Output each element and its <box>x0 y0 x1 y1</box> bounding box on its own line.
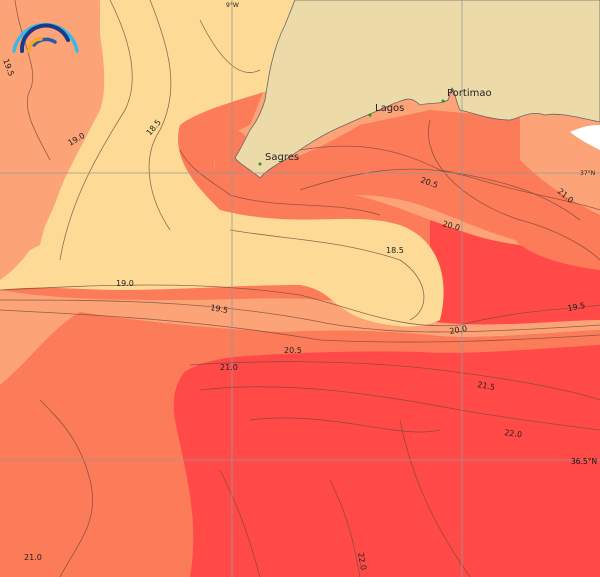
lat-label-37n: 37°N <box>580 170 595 177</box>
contour-label: 19.5 <box>567 301 586 313</box>
rainbow-arcs-logo <box>12 22 79 53</box>
place-label-lagos: Lagos <box>375 103 404 114</box>
no-data-region <box>570 125 600 150</box>
sst-orange-south-band <box>0 312 600 577</box>
sst-cool-region <box>0 0 444 327</box>
contour-label: 22.0 <box>356 552 368 571</box>
place-label-portimao: Portimao <box>447 88 492 99</box>
contour-label: 20.5 <box>284 346 302 355</box>
sst-cool-west-pocket <box>0 0 105 265</box>
lat-label-36-5n: 36.5°N <box>571 457 597 466</box>
lon-label-9w: 9°W <box>226 2 239 9</box>
sst-orange-north-band <box>215 110 600 270</box>
sst-mid-region <box>0 0 600 385</box>
contour-label: 21.5 <box>477 380 496 392</box>
contour-label: 22.0 <box>504 428 523 439</box>
place-marker-lagos <box>368 113 372 117</box>
contour-label: 20.0 <box>441 219 461 232</box>
place-marker-portimao <box>441 99 445 103</box>
contour-label: 18.5 <box>386 246 404 255</box>
contour-label: 20.0 <box>449 324 468 336</box>
contour-label: 21.0 <box>24 553 42 562</box>
contour-label: 19.0 <box>116 279 134 288</box>
places: Sagres Lagos Portimao <box>258 88 492 166</box>
contour-label: 19.5 <box>210 303 229 315</box>
place-label-sagres: Sagres <box>265 152 299 163</box>
contour-label: 21.0 <box>220 363 238 372</box>
place-marker-sagres <box>258 162 262 166</box>
